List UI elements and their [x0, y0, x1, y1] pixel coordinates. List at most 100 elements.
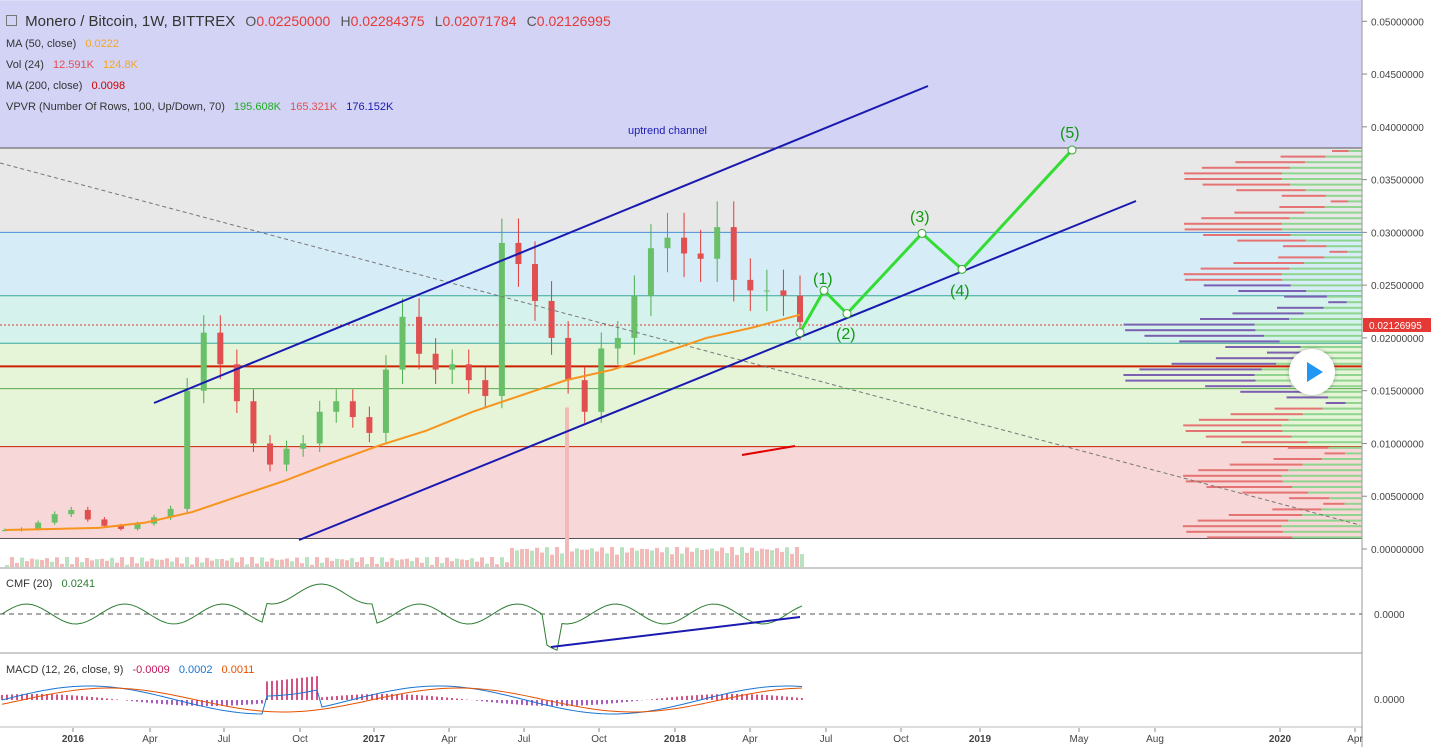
vpvr-row-up [1289, 217, 1362, 220]
channel-annotation: uptrend channel [628, 125, 707, 137]
volume-bar [480, 557, 484, 567]
indicator-ma200[interactable]: MA (200, close) 0.0098 [6, 80, 131, 92]
vpvr-row-down [1125, 329, 1256, 332]
vpvr-row-down [1183, 222, 1282, 225]
ohlc-low-key: L [434, 13, 443, 29]
volume-bar [10, 557, 14, 567]
volume-bar [135, 563, 139, 567]
zone-5 [0, 446, 1362, 539]
volume-bar [625, 552, 629, 567]
candle-body [797, 295, 803, 323]
volume-bar [470, 558, 474, 567]
candle-body [432, 353, 439, 370]
vpvr-row-down [1332, 150, 1349, 152]
candle-body [35, 522, 42, 529]
volume-bar [120, 557, 124, 567]
indicator-vol[interactable]: Vol (24) 12.591K 124.8K [6, 59, 144, 71]
price-zones [0, 0, 1362, 539]
volume-bar [395, 560, 399, 567]
indicator-vpvr[interactable]: VPVR (Number Of Rows, 100, Up/Down, 70) … [6, 101, 399, 113]
vpvr-row-down [1273, 458, 1323, 460]
downtrend-dashed-line[interactable] [0, 162, 1361, 526]
volume-bar [285, 558, 289, 567]
volume-bar [400, 559, 404, 567]
volume-bar [210, 560, 214, 567]
macd-legend[interactable]: MACD (12, 26, close, 9) -0.0009 0.0002 0… [6, 664, 260, 676]
time-tick-label: Oct [893, 734, 909, 745]
candle-body [167, 508, 174, 518]
volume-bar [550, 554, 554, 567]
vpvr-row-up [1282, 178, 1362, 180]
vpvr-row-up [1325, 194, 1362, 197]
zone-3 [0, 295, 1362, 344]
volume-bar [680, 553, 684, 567]
time-tick-label: 2018 [664, 734, 687, 745]
volume-bar [220, 559, 224, 567]
candle-body [614, 337, 621, 349]
time-tick-label: Apr [142, 734, 158, 745]
volume-bar [230, 557, 234, 567]
cmf-legend[interactable]: CMF (20) 0.0241 [6, 578, 101, 590]
vpvr-row-up [1307, 441, 1362, 444]
volume-bar [80, 562, 84, 567]
vpvr-row-up [1326, 295, 1362, 298]
candle-body [465, 364, 472, 381]
vpvr-row-down [1282, 245, 1327, 248]
vpvr-row-up [1281, 273, 1362, 276]
volume-bar [150, 558, 154, 567]
vpvr-row-down [1266, 351, 1320, 354]
vpvr-row-up [1322, 458, 1362, 460]
elliott-wave-path[interactable] [798, 149, 1074, 334]
price-axis: 0.05000000 0.04500000 0.04000000 0.03500000… [1362, 17, 1424, 556]
macd-signal-line [1, 687, 803, 713]
vpvr-row-up [1254, 323, 1362, 326]
volume-bar [705, 549, 709, 567]
indicator-name: VPVR (Number Of Rows, 100, Up/Down, 70) [6, 101, 225, 113]
vpvr-row-up [1281, 172, 1362, 175]
vpvr-row-down [1201, 166, 1290, 169]
volume-bar [315, 557, 319, 567]
vpvr-row-up [1304, 262, 1362, 264]
zone-4 [0, 343, 1362, 447]
collapse-icon[interactable] [6, 14, 17, 26]
elliott-wave-nodes [795, 145, 1077, 338]
play-button[interactable] [1289, 349, 1335, 395]
volume-bar [560, 553, 564, 567]
volume-bar [15, 562, 19, 567]
indicator-name: MA (200, close) [6, 80, 83, 92]
vpvr-row-up [1305, 239, 1362, 242]
volume-bar [295, 557, 299, 567]
indicator-ma50[interactable]: MA (50, close) 0.0222 [6, 38, 125, 50]
volume-bar [775, 548, 779, 567]
macd-value: -0.0009 [132, 664, 170, 676]
macd-axis-label: 0.0000 [1374, 695, 1405, 706]
volume-bar [55, 557, 59, 567]
horizontal-levels [0, 147, 1362, 539]
candle-body [747, 279, 754, 291]
volume-bar [155, 559, 159, 567]
channel-lower-line[interactable] [298, 200, 1137, 541]
vpvr-row-down [1202, 183, 1291, 186]
volume-bar [785, 547, 789, 567]
vpvr-row-down [1203, 234, 1291, 236]
volume-bar [440, 563, 444, 567]
volume-bar [270, 558, 274, 567]
channel-upper-line[interactable] [153, 85, 929, 404]
volume-bar [795, 547, 799, 567]
volume-bar [425, 557, 429, 567]
wave-label-2: (2) [836, 326, 856, 343]
vpvr-row-up [1344, 502, 1362, 505]
volume-bar [455, 558, 459, 567]
volume-bar [695, 548, 699, 567]
ohlc-high: 0.02284375 [350, 13, 425, 29]
vpvr-row-up [1328, 446, 1362, 449]
cmf-trendline[interactable] [550, 616, 801, 648]
volume-bar [365, 564, 369, 567]
indicator-value: 195.608K [233, 101, 282, 113]
vpvr-row-up [1347, 200, 1362, 203]
vpvr-row-up [1304, 211, 1362, 214]
vpvr-row-down [1183, 273, 1282, 276]
vpvr-row-down [1198, 418, 1289, 421]
volume-bar [555, 547, 559, 567]
